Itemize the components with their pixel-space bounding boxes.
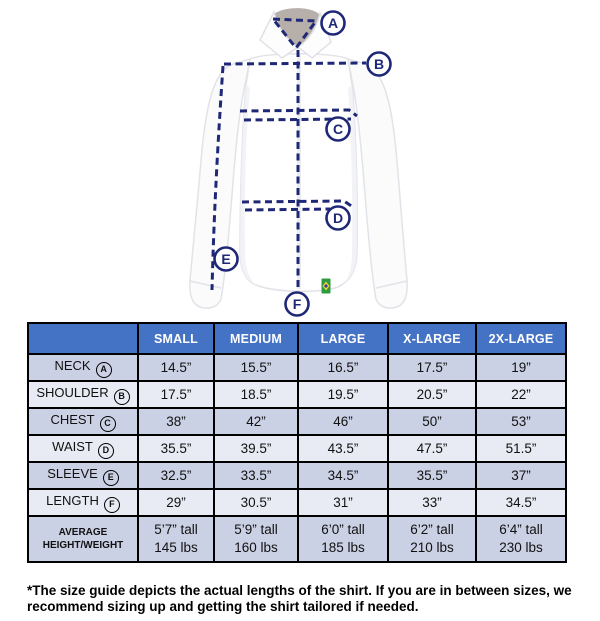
marker-d: D <box>325 205 351 231</box>
size-value-cell: 6’4” tall 230 lbs <box>475 515 567 563</box>
column-header-small: SMALL <box>137 322 215 355</box>
marker-d-letter: D <box>333 210 343 226</box>
size-value-cell: 47.5” <box>387 434 477 463</box>
row-label-cell: NECK A <box>27 353 139 382</box>
size-value-cell: 6’2” tall 210 lbs <box>387 515 477 563</box>
row-label-cell: WAIST D <box>27 434 139 463</box>
size-value-cell: 30.5” <box>213 488 299 517</box>
table-row: SHOULDER B 17.5” 18.5” 19.5” 20.5” 22” <box>27 380 567 409</box>
size-value-cell: 39.5” <box>213 434 299 463</box>
marker-c-letter: C <box>333 121 343 137</box>
table-row: CHEST C 38” 42” 46” 50” 53” <box>27 407 567 436</box>
size-value-cell: 33” <box>387 488 477 517</box>
size-value-cell: 15.5” <box>213 353 299 382</box>
table-row: WAIST D 35.5” 39.5” 43.5” 47.5” 51.5” <box>27 434 567 463</box>
size-value-cell: 37” <box>475 461 567 490</box>
table-row: LENGTH F 29” 30.5” 31” 33” 34.5” <box>27 488 567 517</box>
marker-a-letter: A <box>328 15 338 31</box>
row-label-cell: SLEEVE E <box>27 461 139 490</box>
size-value-cell: 6’0” tall 185 lbs <box>297 515 389 563</box>
marker-f-letter: F <box>293 296 302 312</box>
marker-a: A <box>320 10 346 36</box>
shirt-tag <box>321 278 331 294</box>
size-value-cell: 51.5” <box>475 434 567 463</box>
size-value-cell: 46” <box>297 407 389 436</box>
size-value-cell: 18.5” <box>213 380 299 409</box>
size-value-cell: 50” <box>387 407 477 436</box>
chest-measure-line <box>239 108 358 118</box>
column-header-large: LARGE <box>297 322 389 355</box>
column-header-medium: MEDIUM <box>213 322 299 355</box>
waist-measure-line-2 <box>244 207 331 212</box>
corner-cell <box>27 322 139 355</box>
size-value-cell: 35.5” <box>137 434 215 463</box>
marker-e: E <box>213 246 239 272</box>
size-chart-body: NECK A 14.5” 15.5” 16.5” 17.5” 19” SHOULDER B 17.… <box>27 353 567 563</box>
row-label: SLEEVE <box>47 465 98 481</box>
marker-c: C <box>325 116 351 142</box>
row-label-cell: AVERAGE HEIGHT/WEIGHT <box>27 515 139 563</box>
size-value-cell: 53” <box>475 407 567 436</box>
marker-e-letter: E <box>221 251 230 267</box>
size-value-cell: 17.5” <box>387 353 477 382</box>
table-row: NECK A 14.5” 15.5” 16.5” 17.5” 19” <box>27 353 567 382</box>
circled-letter-icon: A <box>95 361 112 378</box>
size-value-cell: 14.5” <box>137 353 215 382</box>
size-value-cell: 34.5” <box>297 461 389 490</box>
size-value-cell: 38” <box>137 407 215 436</box>
column-header-2x-large: 2X-LARGE <box>475 322 567 355</box>
waist-measure-line <box>241 199 354 209</box>
circled-letter-icon: F <box>103 496 120 513</box>
size-value-cell: 29” <box>137 488 215 517</box>
row-label: LENGTH <box>46 492 99 508</box>
table-row: AVERAGE HEIGHT/WEIGHT 5’7” tall 145 lbs 5’… <box>27 515 567 563</box>
circled-letter-icon: E <box>102 469 119 486</box>
row-label: CHEST <box>50 411 95 427</box>
circled-letter-icon: B <box>113 388 130 405</box>
row-label: AVERAGE HEIGHT/WEIGHT <box>42 526 124 552</box>
chest-measure-line-2 <box>243 117 352 122</box>
size-value-cell: 16.5” <box>297 353 389 382</box>
size-value-cell: 32.5” <box>137 461 215 490</box>
size-guide-footnote: *The size guide depicts the actual lengt… <box>27 583 572 615</box>
size-chart-header-row: SMALL MEDIUM LARGE X-LARGE 2X-LARGE <box>27 322 567 355</box>
shoulder-measure-line <box>223 61 367 66</box>
row-label: SHOULDER <box>36 384 109 400</box>
size-value-cell: 34.5” <box>475 488 567 517</box>
measurement-lines <box>210 17 367 291</box>
size-value-cell: 5’7” tall 145 lbs <box>137 515 215 563</box>
size-value-cell: 42” <box>213 407 299 436</box>
size-value-cell: 20.5” <box>387 380 477 409</box>
size-chart-table: SMALL MEDIUM LARGE X-LARGE 2X-LARGE NECK… <box>27 322 567 563</box>
row-label: WAIST <box>52 438 93 454</box>
marker-b: B <box>366 51 392 77</box>
row-label: NECK <box>54 357 91 373</box>
size-value-cell: 31” <box>297 488 389 517</box>
size-value-cell: 35.5” <box>387 461 477 490</box>
column-header-x-large: X-LARGE <box>387 322 477 355</box>
measure-markers: A B C D E F <box>213 10 392 317</box>
table-row: SLEEVE E 32.5” 33.5” 34.5” 35.5” 37” <box>27 461 567 490</box>
size-value-cell: 5’9” tall 160 lbs <box>213 515 299 563</box>
size-value-cell: 22” <box>475 380 567 409</box>
neck-measure-line <box>271 17 319 51</box>
size-value-cell: 19.5” <box>297 380 389 409</box>
size-value-cell: 17.5” <box>137 380 215 409</box>
row-label-cell: SHOULDER B <box>27 380 139 409</box>
shirt-diagram: A B C D E F <box>189 8 408 317</box>
marker-f: F <box>284 291 310 317</box>
size-value-cell: 33.5” <box>213 461 299 490</box>
marker-b-letter: B <box>374 56 384 72</box>
size-value-cell: 19” <box>475 353 567 382</box>
circled-letter-icon: D <box>97 442 114 459</box>
circled-letter-icon: C <box>99 415 116 432</box>
row-label-cell: LENGTH F <box>27 488 139 517</box>
row-label-cell: CHEST C <box>27 407 139 436</box>
sleeve-measure-line <box>210 65 225 291</box>
size-value-cell: 43.5” <box>297 434 389 463</box>
